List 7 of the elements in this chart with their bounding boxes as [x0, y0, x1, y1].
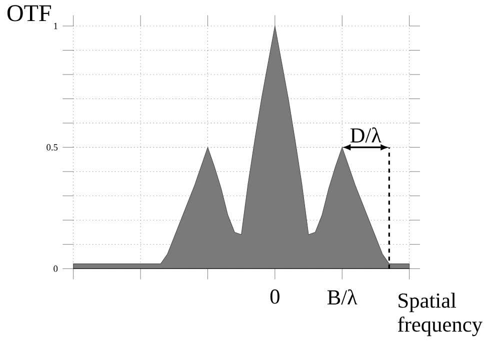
annotation: D/λ [350, 127, 382, 143]
y-axis-title: OTF [7, 5, 51, 22]
y-tick-label: 0.5 [46, 144, 58, 150]
x-tick-label: B/λ [327, 289, 358, 305]
y-tick-label: 1 [54, 22, 58, 30]
y-tick-label: 0 [54, 266, 58, 272]
x-axis-title: Spatial frequency [398, 292, 482, 336]
